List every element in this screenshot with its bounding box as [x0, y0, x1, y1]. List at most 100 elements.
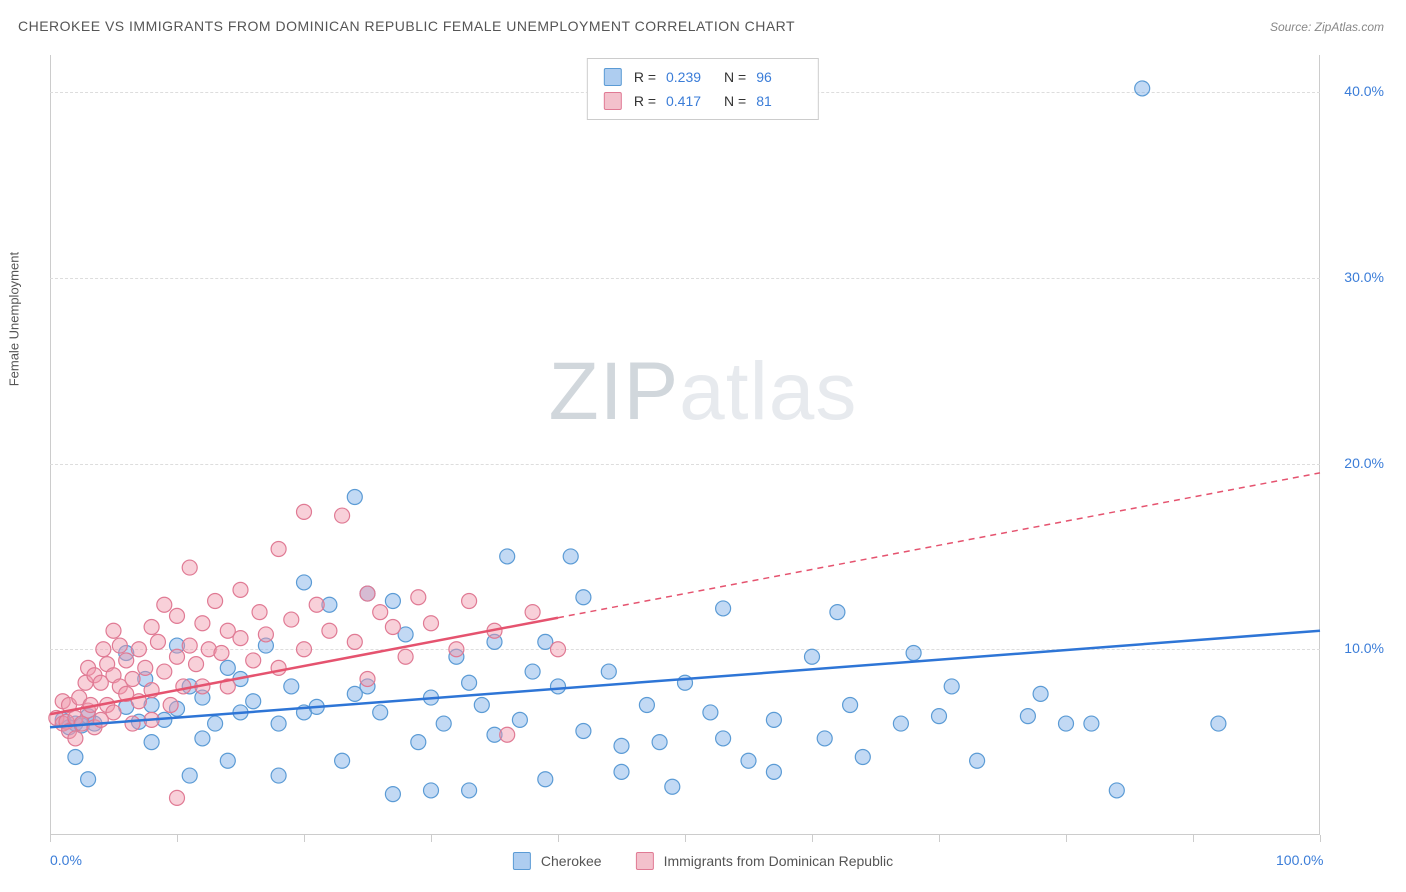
- data-point-dominican: [424, 616, 439, 631]
- x-tick: [812, 835, 813, 842]
- data-point-cherokee: [741, 753, 756, 768]
- data-point-dominican: [252, 605, 267, 620]
- data-point-cherokee: [220, 660, 235, 675]
- data-point-cherokee: [766, 712, 781, 727]
- source-attribution: Source: ZipAtlas.com: [1270, 20, 1384, 34]
- data-point-cherokee: [81, 772, 96, 787]
- data-point-dominican: [449, 642, 464, 657]
- data-point-dominican: [163, 698, 178, 713]
- legend-label-cherokee: Cherokee: [541, 853, 602, 869]
- data-point-dominican: [551, 642, 566, 657]
- data-point-cherokee: [195, 731, 210, 746]
- data-point-cherokee: [436, 716, 451, 731]
- r-label: R =: [634, 65, 656, 89]
- x-tick: [304, 835, 305, 842]
- data-point-cherokee: [843, 698, 858, 713]
- trendline-dashed-dominican: [558, 473, 1320, 618]
- chart-title: CHEROKEE VS IMMIGRANTS FROM DOMINICAN RE…: [18, 18, 795, 34]
- x-tick: [1066, 835, 1067, 842]
- data-point-dominican: [500, 727, 515, 742]
- legend-row-dominican: R = 0.417 N = 81: [604, 89, 802, 113]
- x-tick: [939, 835, 940, 842]
- data-point-dominican: [246, 653, 261, 668]
- n-label: N =: [724, 89, 746, 113]
- data-point-dominican: [170, 790, 185, 805]
- data-point-cherokee: [373, 705, 388, 720]
- y-tick-label: 40.0%: [1324, 83, 1384, 99]
- data-point-cherokee: [220, 753, 235, 768]
- data-point-dominican: [131, 642, 146, 657]
- n-value-cherokee: 96: [756, 65, 802, 89]
- data-point-dominican: [385, 620, 400, 635]
- data-point-cherokee: [1033, 686, 1048, 701]
- data-point-cherokee: [893, 716, 908, 731]
- data-point-cherokee: [347, 490, 362, 505]
- data-point-cherokee: [1020, 709, 1035, 724]
- data-point-cherokee: [970, 753, 985, 768]
- data-point-cherokee: [271, 768, 286, 783]
- data-point-cherokee: [297, 575, 312, 590]
- n-value-dominican: 81: [756, 89, 802, 113]
- data-point-cherokee: [1211, 716, 1226, 731]
- data-point-dominican: [106, 705, 121, 720]
- swatch-cherokee-bottom: [513, 852, 531, 870]
- scatter-plot-svg: [50, 55, 1320, 835]
- data-point-dominican: [182, 638, 197, 653]
- data-point-cherokee: [614, 738, 629, 753]
- data-point-cherokee: [932, 709, 947, 724]
- x-tick: [558, 835, 559, 842]
- data-point-cherokee: [385, 787, 400, 802]
- data-point-dominican: [189, 657, 204, 672]
- data-point-cherokee: [525, 664, 540, 679]
- data-point-cherokee: [335, 753, 350, 768]
- data-point-cherokee: [144, 735, 159, 750]
- data-point-dominican: [398, 649, 413, 664]
- data-point-cherokee: [424, 783, 439, 798]
- data-point-dominican: [144, 620, 159, 635]
- swatch-cherokee: [604, 68, 622, 86]
- data-point-cherokee: [1059, 716, 1074, 731]
- data-point-cherokee: [1135, 81, 1150, 96]
- data-point-cherokee: [563, 549, 578, 564]
- data-point-cherokee: [385, 594, 400, 609]
- data-point-cherokee: [1084, 716, 1099, 731]
- data-point-cherokee: [614, 764, 629, 779]
- x-tick: [1320, 835, 1321, 842]
- data-point-dominican: [271, 542, 286, 557]
- data-point-cherokee: [474, 698, 489, 713]
- data-point-dominican: [125, 716, 140, 731]
- data-point-dominican: [360, 672, 375, 687]
- data-point-cherokee: [182, 768, 197, 783]
- data-point-dominican: [195, 616, 210, 631]
- r-value-dominican: 0.417: [666, 89, 712, 113]
- data-point-cherokee: [208, 716, 223, 731]
- data-point-cherokee: [576, 590, 591, 605]
- data-point-dominican: [347, 634, 362, 649]
- data-point-cherokee: [271, 716, 286, 731]
- data-point-cherokee: [652, 735, 667, 750]
- x-tick: [177, 835, 178, 842]
- data-point-dominican: [271, 660, 286, 675]
- r-value-cherokee: 0.239: [666, 65, 712, 89]
- data-point-cherokee: [766, 764, 781, 779]
- swatch-dominican-bottom: [636, 852, 654, 870]
- data-point-cherokee: [665, 779, 680, 794]
- data-point-cherokee: [1109, 783, 1124, 798]
- x-tick: [685, 835, 686, 842]
- x-tick: [50, 835, 51, 842]
- data-point-cherokee: [500, 549, 515, 564]
- data-point-cherokee: [411, 735, 426, 750]
- swatch-dominican: [604, 92, 622, 110]
- data-point-cherokee: [703, 705, 718, 720]
- data-point-dominican: [150, 634, 165, 649]
- data-point-cherokee: [639, 698, 654, 713]
- data-point-cherokee: [805, 649, 820, 664]
- data-point-cherokee: [601, 664, 616, 679]
- data-point-cherokee: [246, 694, 261, 709]
- data-point-dominican: [208, 594, 223, 609]
- y-tick-label: 30.0%: [1324, 269, 1384, 285]
- data-point-dominican: [157, 597, 172, 612]
- legend-series: Cherokee Immigrants from Dominican Repub…: [513, 852, 893, 870]
- data-point-dominican: [373, 605, 388, 620]
- data-point-dominican: [96, 642, 111, 657]
